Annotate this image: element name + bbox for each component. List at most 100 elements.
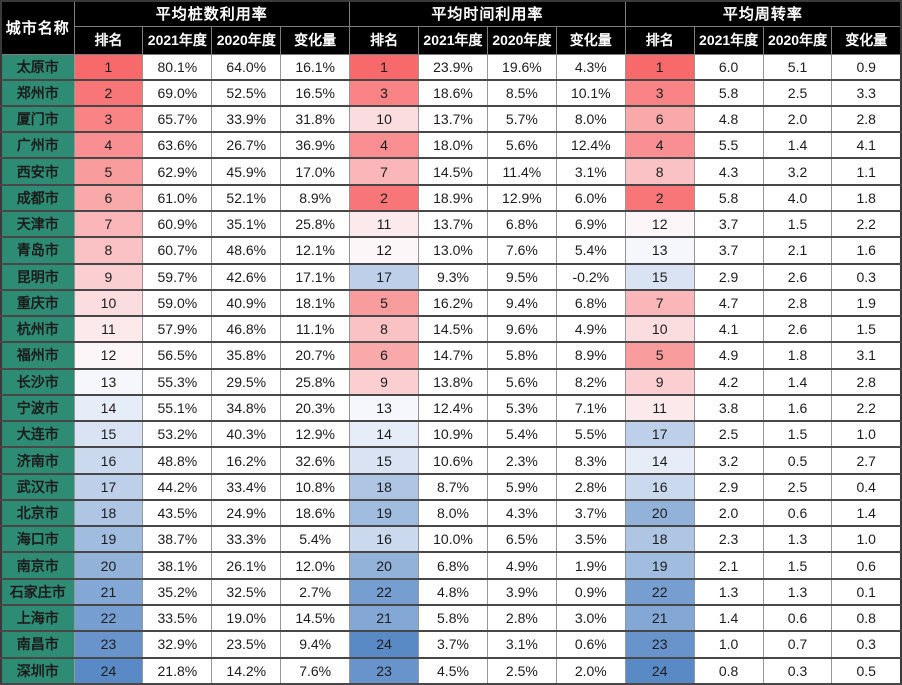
pile-value-cell: 12.9% — [280, 421, 351, 449]
table-row: 上海市 22 33.5% 19.0% 14.5% 21 5.8% 2.8% 3.0% 21 1.4 0… — [1, 604, 902, 633]
turnover-value-cell: 2.3 — [694, 526, 764, 554]
table-body: 太原市 1 80.1% 64.0% 16.1% 1 23.9% 19.6% 4.3% 1 6.0 5.… — [1, 54, 902, 685]
time-change-header: 变化量 — [556, 26, 626, 55]
turnover-rank-cell: 24 — [625, 657, 695, 685]
time-value-cell: 6.8% — [487, 211, 557, 239]
pile-value-cell: 14.2% — [211, 657, 282, 685]
city-name-cell: 厦门市 — [1, 105, 75, 134]
city-name-cell: 广州市 — [1, 132, 75, 160]
time-value-cell: 11.4% — [487, 158, 557, 186]
time-value-cell: 3.0% — [556, 604, 626, 633]
column-header-row: 排名 2021年度 2020年度 变化量 排名 2021年度 2020年度 变化… — [1, 26, 902, 55]
time-rank-cell: 14 — [349, 421, 420, 449]
pile-value-cell: 43.5% — [142, 499, 213, 528]
pile-value-cell: 62.9% — [142, 158, 213, 186]
pile-value-cell: 18.6% — [280, 499, 351, 528]
turnover-rank-header: 排名 — [625, 26, 695, 55]
table-row: 杭州市 11 57.9% 46.8% 11.1% 8 14.5% 9.6% 4.9% 10 4.1 2… — [1, 316, 902, 344]
pile-rank-cell: 12 — [74, 342, 144, 370]
turnover-rank-cell: 21 — [625, 604, 695, 633]
time-rank-cell: 19 — [349, 499, 420, 528]
time-value-cell: 6.9% — [556, 211, 626, 239]
table-row: 青岛市 8 60.7% 48.6% 12.1% 12 13.0% 7.6% 5.4% 13 3.7 2… — [1, 237, 902, 265]
time-value-cell: 2.8% — [487, 604, 557, 633]
turnover-value-cell: 0.3 — [763, 657, 833, 685]
time-value-cell: 16.2% — [418, 289, 488, 318]
turnover-value-cell: 1.4 — [763, 368, 833, 396]
table-row: 大连市 15 53.2% 40.3% 12.9% 14 10.9% 5.4% 5.5% 17 2.5… — [1, 421, 902, 449]
time-value-cell: 12.9% — [487, 184, 557, 213]
time-value-cell: 5.9% — [487, 473, 557, 501]
turnover-value-cell: 3.7 — [694, 237, 764, 265]
table-row: 北京市 18 43.5% 24.9% 18.6% 19 8.0% 4.3% 3.7% 20 2.0 0… — [1, 499, 902, 528]
time-rank-cell: 1 — [349, 54, 420, 81]
turnover-rank-cell: 12 — [625, 211, 695, 239]
pile-rank-cell: 4 — [74, 132, 144, 160]
pile-value-cell: 45.9% — [211, 158, 282, 186]
pile-rank-cell: 17 — [74, 473, 144, 501]
pile-value-cell: 17.1% — [280, 263, 351, 291]
city-name-cell: 宁波市 — [1, 394, 75, 423]
pile-value-cell: 32.5% — [211, 578, 282, 606]
turnover-value-cell: 4.1 — [831, 132, 902, 160]
time-value-cell: 5.4% — [556, 237, 626, 265]
table-row: 宁波市 14 55.1% 34.8% 20.3% 13 12.4% 5.3% 7.1% 11 3.8… — [1, 394, 902, 423]
pile-2021-header: 2021年度 — [142, 26, 213, 55]
table-row: 南京市 20 38.1% 26.1% 12.0% 20 6.8% 4.9% 1.9% 19 2.1 1… — [1, 552, 902, 580]
turnover-value-cell: 1.9 — [831, 289, 902, 318]
turnover-value-cell: 5.5 — [694, 132, 764, 160]
turnover-value-cell: 1.6 — [831, 237, 902, 265]
pile-value-cell: 31.8% — [280, 105, 351, 134]
time-value-cell: 6.8% — [418, 552, 488, 580]
time-value-cell: 8.0% — [556, 105, 626, 134]
table-row: 西安市 5 62.9% 45.9% 17.0% 7 14.5% 11.4% 3.1% 8 4.3 3.… — [1, 158, 902, 186]
pile-value-cell: 48.6% — [211, 237, 282, 265]
city-name-cell: 天津市 — [1, 211, 75, 239]
turnover-rank-cell: 18 — [625, 526, 695, 554]
turnover-rank-cell: 20 — [625, 499, 695, 528]
time-value-cell: 5.6% — [487, 368, 557, 396]
turnover-value-cell: 4.9 — [694, 342, 764, 370]
city-name-cell: 昆明市 — [1, 263, 75, 291]
turnover-rank-cell: 1 — [625, 54, 695, 81]
table-row: 昆明市 9 59.7% 42.6% 17.1% 17 9.3% 9.5% -0.2% 15 2.9 2… — [1, 263, 902, 291]
city-name-cell: 太原市 — [1, 54, 75, 81]
pile-value-cell: 61.0% — [142, 184, 213, 213]
table-row: 海口市 19 38.7% 33.3% 5.4% 16 10.0% 6.5% 3.5% 18 2.3 1… — [1, 526, 902, 554]
turnover-value-cell: 3.8 — [694, 394, 764, 423]
turnover-value-cell: 1.8 — [831, 184, 902, 213]
time-rank-cell: 15 — [349, 447, 420, 475]
pile-value-cell: 8.9% — [280, 184, 351, 213]
pile-value-cell: 35.8% — [211, 342, 282, 370]
time-value-cell: 2.8% — [556, 473, 626, 501]
pile-rank-cell: 1 — [74, 54, 144, 81]
time-rank-cell: 22 — [349, 578, 420, 606]
pile-rank-cell: 18 — [74, 499, 144, 528]
turnover-value-cell: 0.6 — [763, 604, 833, 633]
time-rank-cell: 12 — [349, 237, 420, 265]
turnover-value-cell: 0.7 — [763, 631, 833, 659]
turnover-value-cell: 5.8 — [694, 79, 764, 107]
time-rank-cell: 7 — [349, 158, 420, 186]
pile-rank-cell: 11 — [74, 316, 144, 344]
pile-value-cell: 20.7% — [280, 342, 351, 370]
table-row: 深圳市 24 21.8% 14.2% 7.6% 23 4.5% 2.5% 2.0% 24 0.8 0.… — [1, 657, 902, 685]
table-row: 福州市 12 56.5% 35.8% 20.7% 6 14.7% 5.8% 8.9% 5 4.9 1.… — [1, 342, 902, 370]
pile-value-cell: 60.7% — [142, 237, 213, 265]
time-value-cell: 5.8% — [418, 604, 488, 633]
pile-value-cell: 11.1% — [280, 316, 351, 344]
pile-value-cell: 40.9% — [211, 289, 282, 318]
pile-value-cell: 35.2% — [142, 578, 213, 606]
pile-value-cell: 5.4% — [280, 526, 351, 554]
table-row: 天津市 7 60.9% 35.1% 25.8% 11 13.7% 6.8% 6.9% 12 3.7 1… — [1, 211, 902, 239]
pile-value-cell: 59.7% — [142, 263, 213, 291]
time-rank-cell: 21 — [349, 604, 420, 633]
turnover-value-cell: 0.5 — [831, 657, 902, 685]
pile-value-cell: 19.0% — [211, 604, 282, 633]
time-value-cell: 7.6% — [487, 237, 557, 265]
turnover-value-cell: 0.3 — [831, 631, 902, 659]
time-value-cell: 3.7% — [418, 631, 488, 659]
pile-rank-cell: 16 — [74, 447, 144, 475]
turnover-2020-header: 2020年度 — [763, 26, 833, 55]
